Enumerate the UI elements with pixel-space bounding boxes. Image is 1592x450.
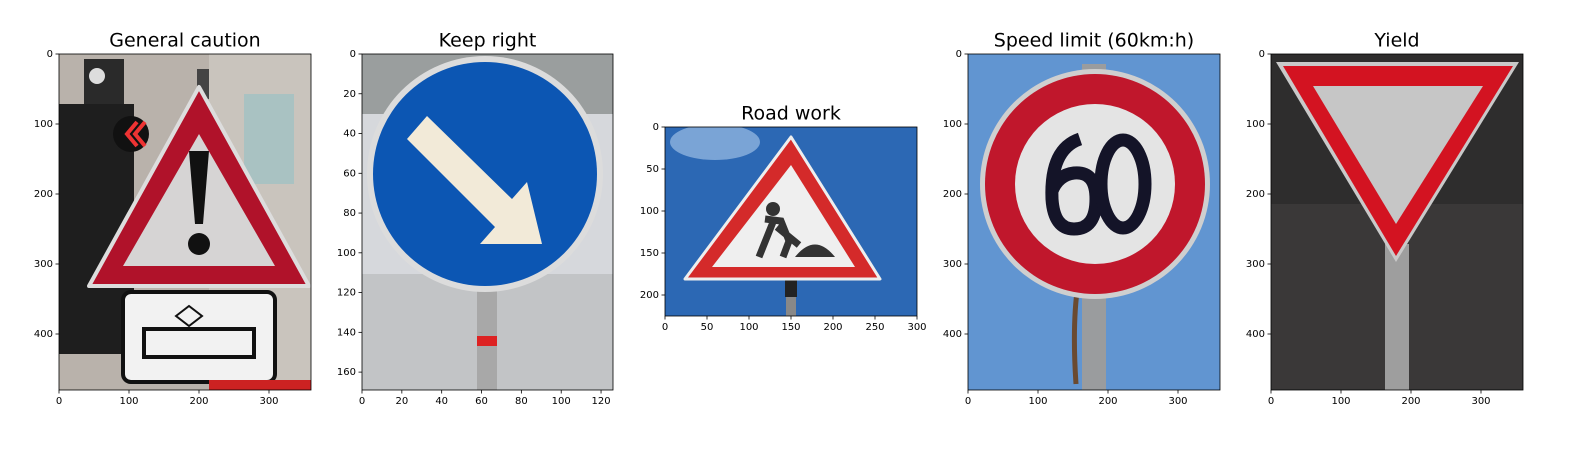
- x-tick-label: 100: [552, 396, 571, 407]
- y-tick-label: 200: [34, 189, 53, 200]
- y-tick-label: 400: [34, 329, 53, 340]
- x-tick-label: 300: [1168, 396, 1187, 407]
- y-tick-label: 40: [343, 129, 356, 140]
- x-tick-label: 100: [1331, 396, 1350, 407]
- y-tick-label: 150: [640, 248, 659, 259]
- y-tick-label: 160: [337, 367, 356, 378]
- x-tick-label: 300: [1471, 396, 1490, 407]
- x-tick-label: 0: [662, 322, 668, 333]
- y-tick-label: 100: [337, 248, 356, 259]
- x-tick-label: 60: [475, 396, 488, 407]
- x-tick-label: 250: [865, 322, 884, 333]
- x-tick-label: 80: [515, 396, 528, 407]
- y-tick-label: 300: [943, 259, 962, 270]
- image: [1271, 54, 1523, 390]
- image: [59, 54, 311, 390]
- y-tick-label: 200: [943, 189, 962, 200]
- x-tick-label: 0: [359, 396, 365, 407]
- x-tick-label: 100: [1028, 396, 1047, 407]
- axes-title: Yield: [1373, 30, 1419, 52]
- y-tick-label: 140: [337, 327, 356, 338]
- axes-frame: [361, 53, 614, 391]
- y-tick-label: 100: [34, 119, 53, 130]
- y-tick-label: 0: [956, 49, 962, 60]
- axes-frame: [1270, 53, 1524, 391]
- axes-title: Road work: [741, 103, 841, 125]
- x-tick-label: 40: [435, 396, 448, 407]
- image: [665, 127, 917, 316]
- y-tick-label: 300: [34, 259, 53, 270]
- x-tick-label: 300: [907, 322, 926, 333]
- y-tick-label: 80: [343, 208, 356, 219]
- y-tick-label: 50: [646, 164, 659, 175]
- image: [968, 54, 1220, 390]
- axes-frame: [58, 53, 312, 391]
- axes-title: General caution: [109, 30, 260, 52]
- y-tick-label: 400: [943, 329, 962, 340]
- y-tick-label: 100: [640, 206, 659, 217]
- y-tick-label: 20: [343, 89, 356, 100]
- y-tick-label: 0: [1259, 49, 1265, 60]
- x-tick-label: 120: [592, 396, 611, 407]
- x-tick-label: 0: [56, 396, 62, 407]
- axes-title: Keep right: [439, 30, 537, 52]
- y-tick-label: 100: [1246, 119, 1265, 130]
- x-tick-label: 150: [781, 322, 800, 333]
- x-tick-label: 100: [119, 396, 138, 407]
- axes-title: Speed limit (60km:h): [994, 30, 1194, 52]
- y-tick-label: 100: [943, 119, 962, 130]
- x-tick-label: 0: [965, 396, 971, 407]
- y-tick-label: 0: [47, 49, 53, 60]
- y-tick-label: 300: [1246, 259, 1265, 270]
- axes-frame: [967, 53, 1221, 391]
- x-tick-label: 200: [823, 322, 842, 333]
- x-tick-label: 200: [189, 396, 208, 407]
- y-tick-label: 400: [1246, 329, 1265, 340]
- x-tick-label: 200: [1401, 396, 1420, 407]
- x-tick-label: 100: [739, 322, 758, 333]
- y-tick-label: 60: [343, 168, 356, 179]
- y-tick-label: 200: [1246, 189, 1265, 200]
- x-tick-label: 50: [701, 322, 714, 333]
- y-tick-label: 0: [653, 122, 659, 133]
- x-tick-label: 300: [259, 396, 278, 407]
- y-tick-label: 0: [350, 49, 356, 60]
- image: [362, 54, 613, 390]
- y-tick-label: 200: [640, 290, 659, 301]
- x-tick-label: 20: [395, 396, 408, 407]
- y-tick-label: 120: [337, 288, 356, 299]
- x-tick-label: 0: [1268, 396, 1274, 407]
- x-tick-label: 200: [1098, 396, 1117, 407]
